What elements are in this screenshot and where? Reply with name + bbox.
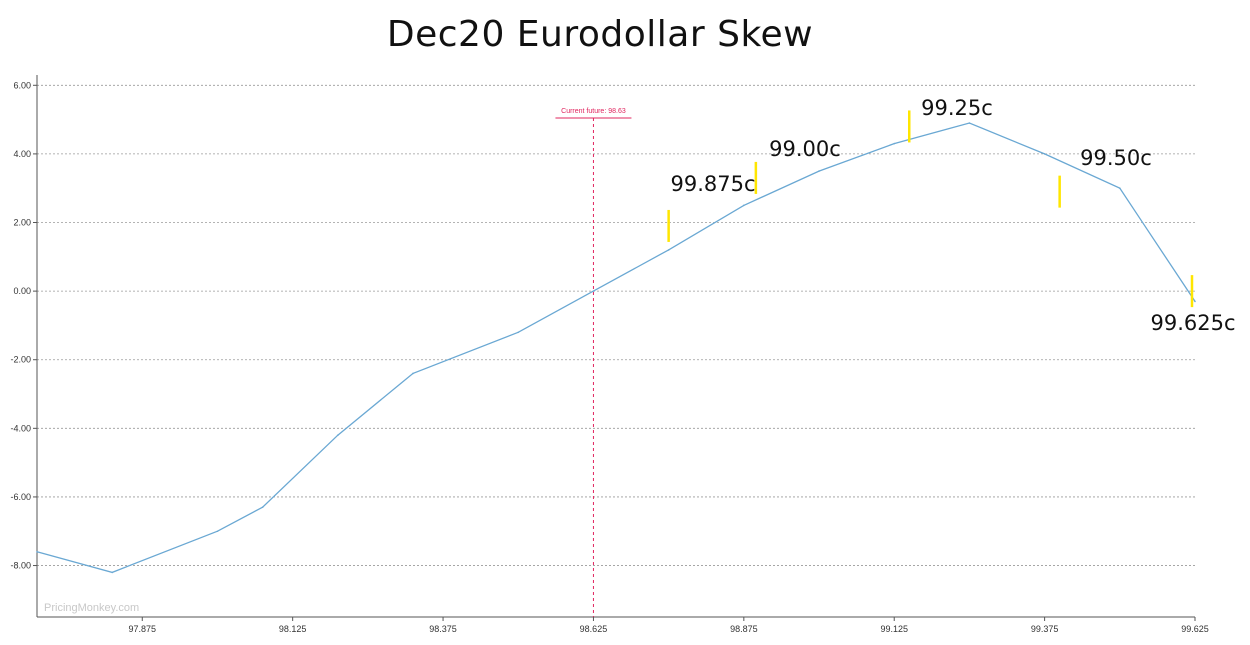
data-point	[893, 142, 896, 145]
data-point	[1043, 153, 1046, 155]
x-tick-label: 99.375	[1031, 624, 1059, 634]
x-tick-label: 99.625	[1181, 624, 1209, 634]
x-tick-label: 99.125	[880, 624, 908, 634]
data-point	[968, 122, 971, 124]
y-tick-label: 2.00	[13, 218, 31, 228]
y-tick-label: 4.00	[13, 149, 31, 159]
data-point	[216, 530, 219, 533]
x-tick-label: 97.875	[129, 624, 157, 634]
current-future-label: Current future: 98.63	[561, 108, 626, 115]
x-tick-label: 98.875	[730, 624, 758, 634]
annotation-label: 99.25c	[921, 96, 993, 120]
annotation-label: 99.00c	[769, 137, 841, 161]
data-point	[592, 290, 595, 292]
y-tick-label: -8.00	[10, 561, 31, 571]
y-tick-label: -6.00	[10, 492, 31, 502]
y-tick-label: 0.00	[13, 286, 31, 296]
data-point	[336, 434, 339, 436]
annotation-label: 99.50c	[1080, 146, 1152, 170]
series-group	[36, 122, 1196, 574]
data-point	[743, 204, 745, 207]
grid	[37, 84, 1195, 566]
data-point	[818, 170, 820, 172]
annotation-label: 99.625c	[1150, 311, 1235, 335]
data-point	[36, 551, 38, 553]
data-point	[1194, 300, 1196, 303]
axes: 6.00 4.00 2.00 0.00 -2.00 -4.00 -6.00 -8.00 97.8…	[10, 75, 1209, 634]
series-line	[36, 122, 1196, 574]
data-point	[111, 571, 113, 574]
x-tick-label: 98.625	[580, 624, 608, 634]
chart-title: Dec20 Eurodollar Skew	[386, 14, 814, 55]
watermark: PricingMonkey.com	[44, 602, 139, 614]
y-tick-label: -4.00	[10, 423, 31, 433]
data-point	[261, 506, 264, 509]
reference-line-group: Current future: 98.63	[555, 108, 632, 617]
y-tick-label: -2.00	[10, 355, 31, 365]
x-tick-label: 98.125	[279, 624, 307, 634]
x-tick-label: 98.375	[429, 624, 457, 634]
annotation-label: 99.875c	[670, 172, 755, 196]
data-point	[667, 249, 670, 251]
y-tick-label: 6.00	[13, 80, 31, 90]
data-point	[412, 372, 414, 375]
data-point	[1119, 187, 1121, 190]
data-point	[517, 331, 520, 334]
annotations: 99.875c 99.00c 99.25c 99.50c 99.625c	[667, 96, 1236, 335]
